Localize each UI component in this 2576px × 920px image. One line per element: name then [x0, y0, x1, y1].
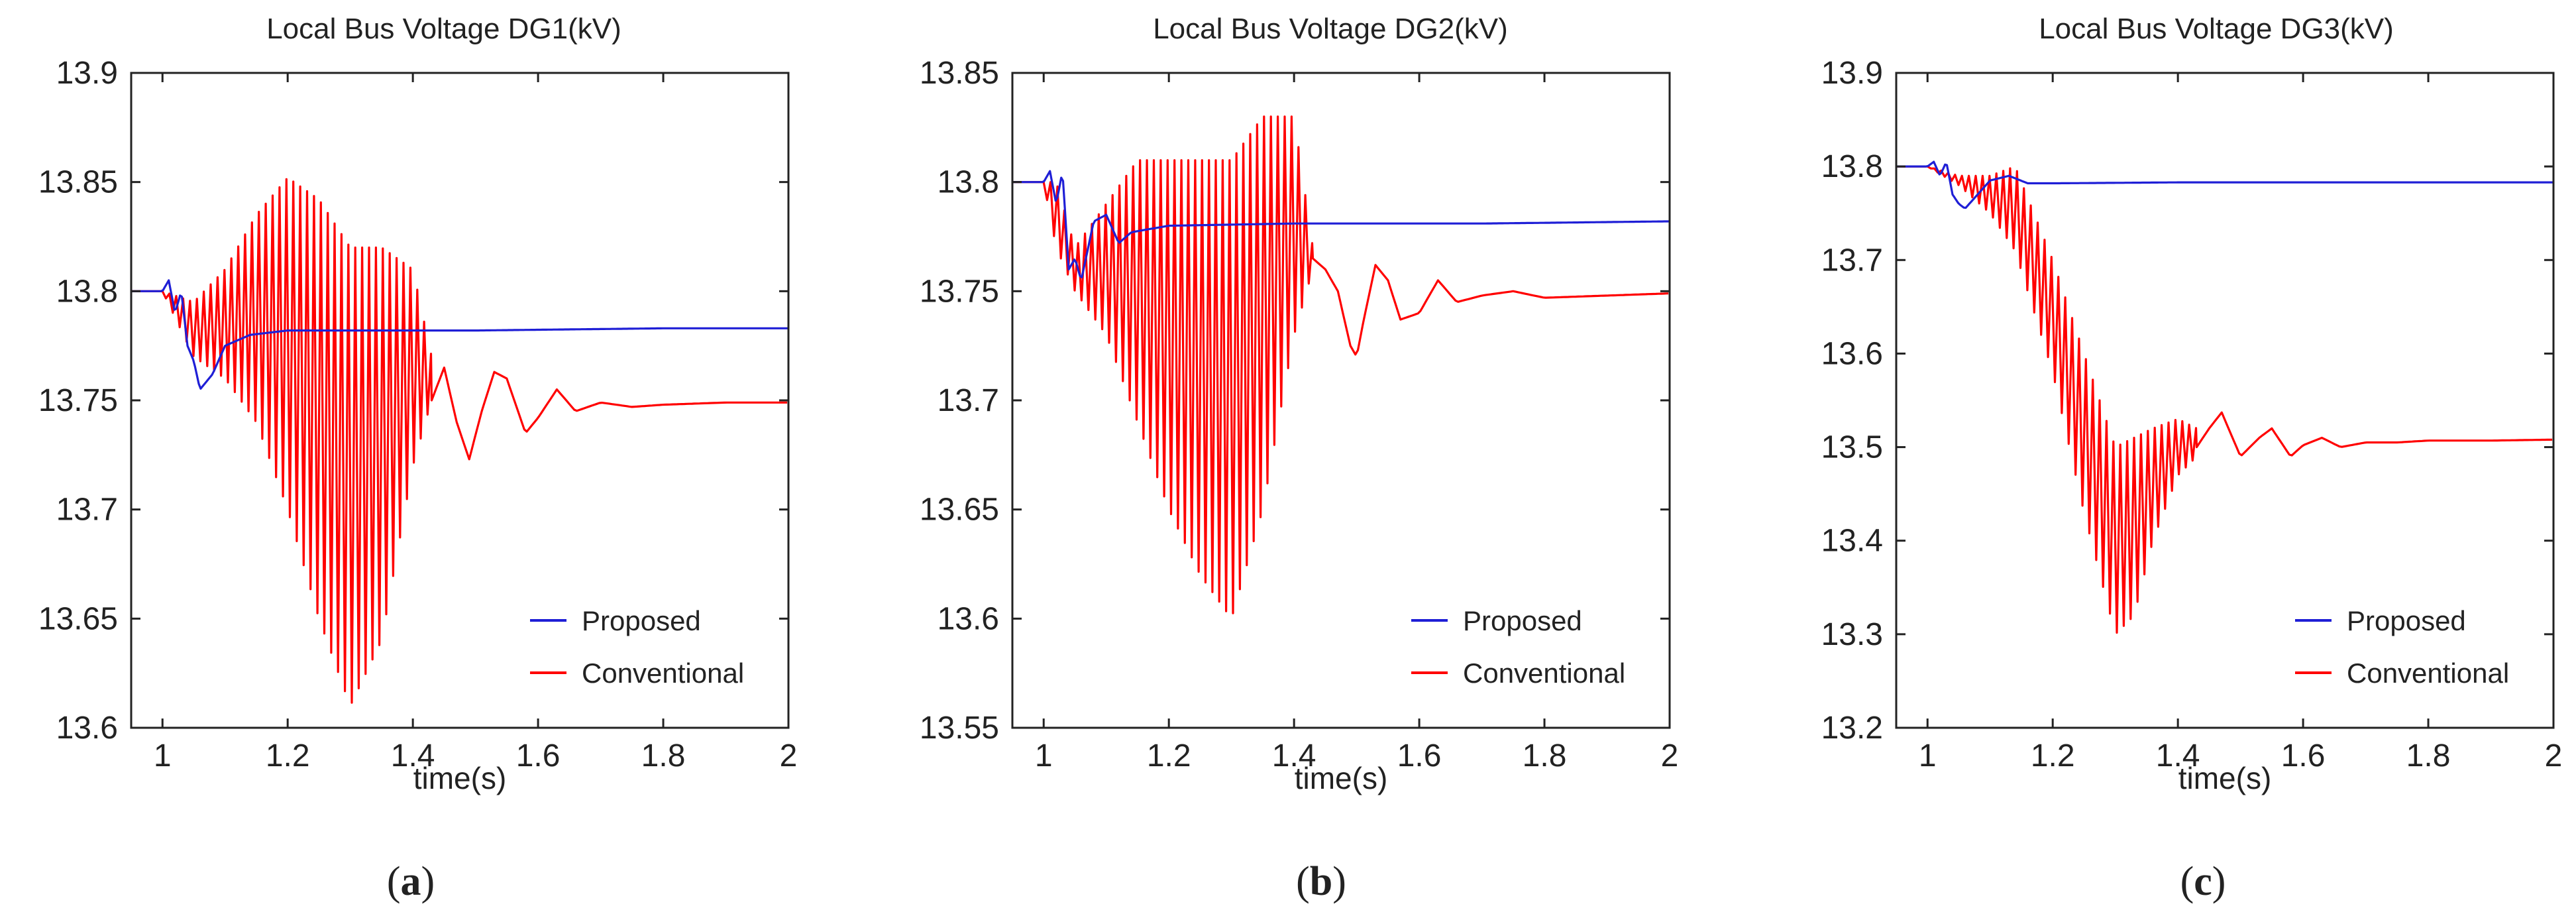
y-tick-label: 13.6 — [56, 711, 118, 746]
x-tick-label: 1.8 — [1523, 738, 1567, 774]
legend-proposed-label: Proposed — [1463, 605, 1582, 636]
y-tick-label: 13.8 — [56, 274, 118, 309]
y-tick-label: 13.9 — [56, 56, 118, 91]
y-tick-label: 13.6 — [938, 601, 999, 636]
legend-conventional-label: Conventional — [582, 658, 744, 689]
y-tick-label: 13.7 — [1821, 243, 1883, 278]
y-tick-label: 13.3 — [1821, 617, 1883, 652]
legend: Proposed Conventional — [1411, 605, 1625, 689]
y-tick-label: 13.2 — [1821, 711, 1883, 746]
chart-title: Local Bus Voltage DG1(kV) — [266, 13, 621, 45]
x-axis-label: time(s) — [413, 761, 507, 795]
series-conventional-line — [131, 178, 788, 704]
chart-title: Local Bus Voltage DG2(kV) — [1153, 13, 1508, 45]
panel-caption: (c) — [2180, 859, 2226, 904]
x-tick-label: 1.6 — [1397, 738, 1442, 774]
series-proposed-line — [131, 279, 788, 390]
x-axis-label: time(s) — [1295, 761, 1388, 795]
y-tick-label: 13.7 — [56, 492, 118, 528]
legend-proposed-label: Proposed — [582, 605, 701, 636]
chart-title: Local Bus Voltage DG3(kV) — [2039, 13, 2394, 45]
x-tick-label: 2 — [1661, 738, 1679, 774]
y-tick-label: 13.55 — [920, 711, 999, 746]
x-tick-label: 1.2 — [2031, 738, 2075, 774]
y-tick-label: 13.8 — [1821, 149, 1883, 184]
y-tick-label: 13.9 — [1821, 56, 1883, 91]
x-tick-label: 1.6 — [2281, 738, 2326, 774]
panel-caption: (b) — [1296, 859, 1346, 904]
x-tick-label: 1.2 — [1147, 738, 1191, 774]
x-axis-label: time(s) — [2178, 761, 2272, 795]
x-tick-label: 1.4 — [2156, 738, 2200, 774]
legend-proposed-label: Proposed — [2347, 605, 2466, 636]
series-proposed-line — [1896, 160, 2553, 209]
legend: Proposed Conventional — [530, 605, 744, 689]
y-tick-label: 13.7 — [938, 383, 999, 418]
series-conventional-line — [1896, 165, 2553, 634]
panel-dg2: Local Bus Voltage DG2(kV) 1 1.2 1.4 1.6 1.8 2… — [920, 13, 1678, 904]
x-tick-label: 1 — [1919, 738, 1937, 774]
y-tick-label: 13.75 — [920, 274, 999, 309]
x-tick-label: 1.8 — [641, 738, 686, 774]
x-tick-label: 1.6 — [516, 738, 561, 774]
panel-caption: (a) — [387, 859, 435, 904]
x-tick-label: 1.8 — [2406, 738, 2451, 774]
legend: Proposed Conventional — [2295, 605, 2509, 689]
x-tick-label: 2 — [780, 738, 798, 774]
series-conventional-line — [1012, 115, 1669, 614]
y-tick-label: 13.85 — [38, 165, 118, 200]
y-tick-label: 13.8 — [938, 165, 999, 200]
y-tick-label: 13.65 — [38, 601, 118, 636]
panel-dg1: Local Bus Voltage DG1(kV) 1 1.2 1.4 1.6 1.8 2… — [38, 13, 797, 904]
y-tick-label: 13.4 — [1821, 524, 1883, 559]
x-tick-label: 1.4 — [1272, 738, 1316, 774]
y-tick-label: 13.6 — [1821, 336, 1883, 371]
series-proposed-line — [1012, 170, 1670, 278]
x-tick-label: 1 — [1035, 738, 1053, 774]
x-tick-label: 1.4 — [391, 738, 435, 774]
plot-frame — [1895, 72, 2555, 729]
x-tick-label: 1 — [154, 738, 172, 774]
y-tick-label: 13.5 — [1821, 430, 1883, 465]
y-tick-label: 13.85 — [920, 56, 999, 91]
y-tick-label: 13.75 — [38, 383, 118, 418]
panel-dg3: Local Bus Voltage DG3(kV) 1 1.2 1.4 1.6 1.8 2… — [1821, 13, 2563, 904]
legend-conventional-label: Conventional — [2347, 658, 2509, 689]
x-tick-label: 1.2 — [266, 738, 310, 774]
legend-conventional-label: Conventional — [1463, 658, 1625, 689]
x-tick-label: 2 — [2545, 738, 2563, 774]
y-tick-label: 13.65 — [920, 492, 999, 528]
